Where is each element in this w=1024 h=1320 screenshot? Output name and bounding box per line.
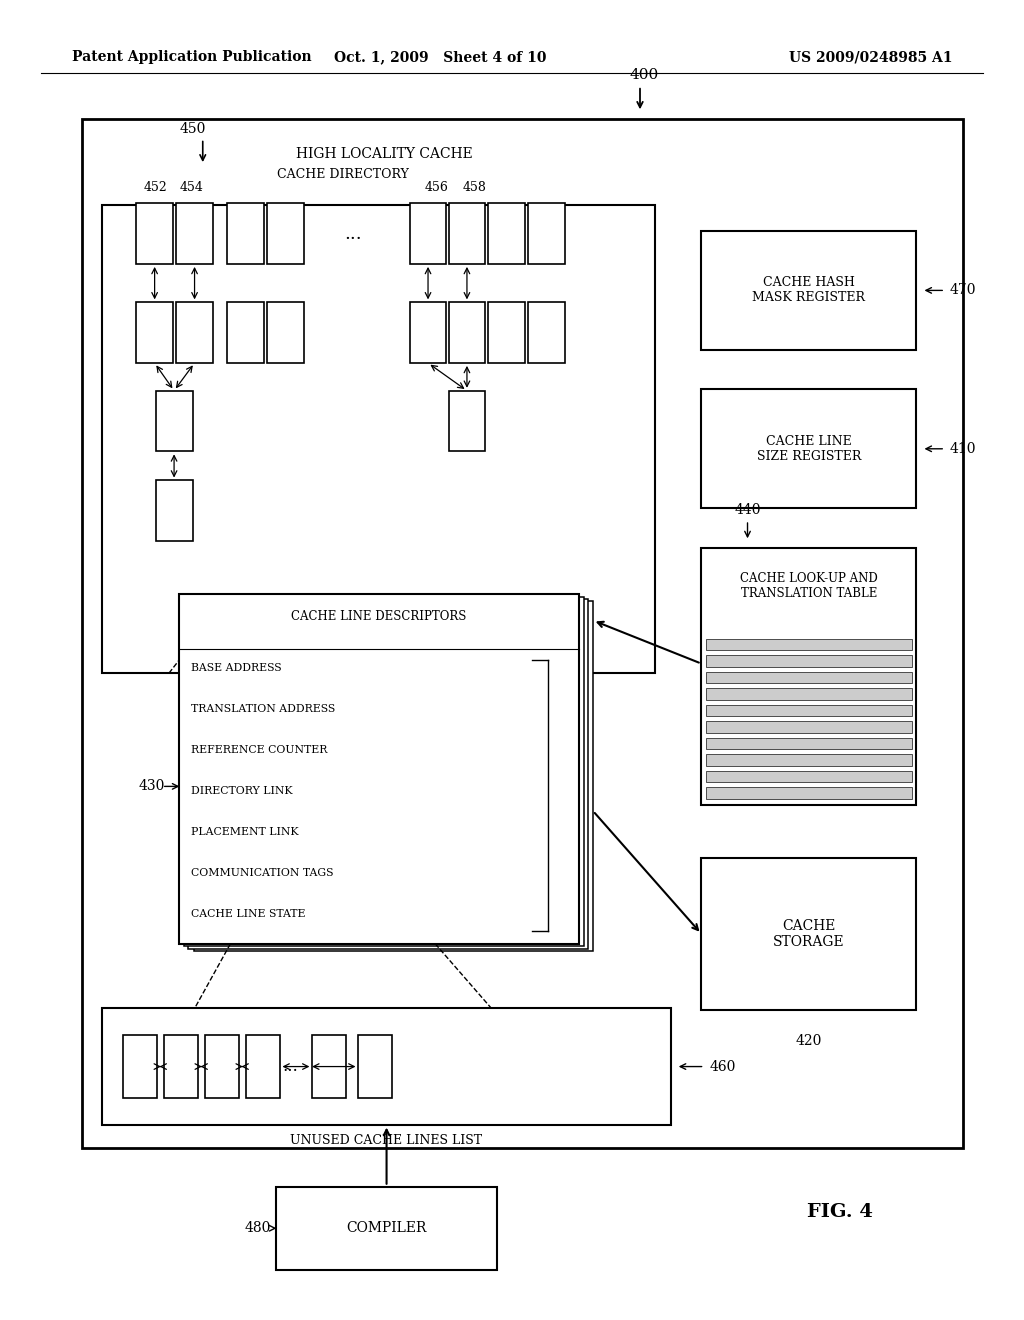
Bar: [164, 1035, 198, 1098]
Bar: [102, 1008, 671, 1125]
Bar: [358, 1035, 392, 1098]
Text: 440: 440: [734, 503, 761, 517]
Bar: [246, 1035, 280, 1098]
Bar: [82, 119, 963, 1148]
Text: 458: 458: [463, 181, 486, 194]
Bar: [706, 705, 912, 715]
Text: ...: ...: [282, 1059, 298, 1074]
Text: ...: ...: [344, 224, 362, 243]
Bar: [156, 480, 193, 541]
Text: CACHE LINE
SIZE REGISTER: CACHE LINE SIZE REGISTER: [757, 434, 861, 463]
Bar: [410, 302, 446, 363]
Text: BASE ADDRESS: BASE ADDRESS: [191, 663, 283, 673]
Text: CACHE DIRECTORY: CACHE DIRECTORY: [278, 168, 409, 181]
Text: 430: 430: [138, 779, 165, 793]
Bar: [102, 205, 655, 673]
Text: 470: 470: [949, 284, 976, 297]
Bar: [706, 787, 912, 799]
Bar: [176, 203, 213, 264]
Bar: [706, 771, 912, 781]
Bar: [227, 302, 264, 363]
Text: PLACEMENT LINK: PLACEMENT LINK: [191, 828, 299, 837]
Bar: [136, 302, 173, 363]
Bar: [528, 203, 565, 264]
Bar: [179, 594, 579, 944]
Bar: [410, 203, 446, 264]
Bar: [184, 597, 584, 946]
Text: CACHE LOOK-UP AND
TRANSLATION TABLE: CACHE LOOK-UP AND TRANSLATION TABLE: [740, 572, 878, 599]
Bar: [706, 754, 912, 766]
Text: 420: 420: [796, 1034, 822, 1048]
Bar: [449, 391, 485, 451]
Text: COMPILER: COMPILER: [346, 1221, 427, 1236]
Text: 456: 456: [425, 181, 449, 194]
Text: FIG. 4: FIG. 4: [807, 1203, 872, 1221]
Bar: [194, 602, 593, 952]
Bar: [488, 203, 525, 264]
Bar: [706, 738, 912, 750]
Text: 400: 400: [630, 67, 659, 82]
Bar: [205, 1035, 239, 1098]
Bar: [449, 302, 485, 363]
Bar: [701, 389, 916, 508]
Bar: [123, 1035, 157, 1098]
Text: 452: 452: [143, 181, 167, 194]
Bar: [267, 203, 304, 264]
Text: HIGH LOCALITY CACHE: HIGH LOCALITY CACHE: [296, 148, 472, 161]
Text: COMMUNICATION TAGS: COMMUNICATION TAGS: [191, 869, 334, 878]
Text: 450: 450: [179, 121, 206, 136]
Bar: [706, 721, 912, 733]
Text: 410: 410: [949, 442, 976, 455]
Text: 460: 460: [710, 1060, 736, 1073]
Text: TRANSLATION ADDRESS: TRANSLATION ADDRESS: [191, 704, 336, 714]
Bar: [706, 639, 912, 649]
Bar: [488, 302, 525, 363]
Bar: [156, 391, 193, 451]
Bar: [267, 302, 304, 363]
Text: DIRECTORY LINK: DIRECTORY LINK: [191, 785, 293, 796]
Bar: [449, 203, 485, 264]
Bar: [227, 203, 264, 264]
Text: REFERENCE COUNTER: REFERENCE COUNTER: [191, 744, 328, 755]
Bar: [312, 1035, 346, 1098]
Bar: [706, 688, 912, 700]
Text: UNUSED CACHE LINES LIST: UNUSED CACHE LINES LIST: [291, 1134, 482, 1147]
Bar: [176, 302, 213, 363]
Text: Oct. 1, 2009   Sheet 4 of 10: Oct. 1, 2009 Sheet 4 of 10: [334, 50, 547, 65]
Bar: [701, 548, 916, 805]
Text: 480: 480: [245, 1221, 271, 1236]
Text: Patent Application Publication: Patent Application Publication: [72, 50, 311, 65]
Bar: [706, 672, 912, 682]
Text: CACHE HASH
MASK REGISTER: CACHE HASH MASK REGISTER: [753, 276, 865, 305]
Bar: [276, 1187, 497, 1270]
Bar: [136, 203, 173, 264]
Bar: [188, 599, 588, 949]
Text: US 2009/0248985 A1: US 2009/0248985 A1: [788, 50, 952, 65]
Text: CACHE LINE DESCRIPTORS: CACHE LINE DESCRIPTORS: [291, 610, 467, 623]
Bar: [706, 655, 912, 667]
Bar: [701, 858, 916, 1010]
Bar: [528, 302, 565, 363]
Bar: [701, 231, 916, 350]
Text: 454: 454: [179, 181, 203, 194]
Text: CACHE
STORAGE: CACHE STORAGE: [773, 919, 845, 949]
Text: CACHE LINE STATE: CACHE LINE STATE: [191, 909, 306, 919]
